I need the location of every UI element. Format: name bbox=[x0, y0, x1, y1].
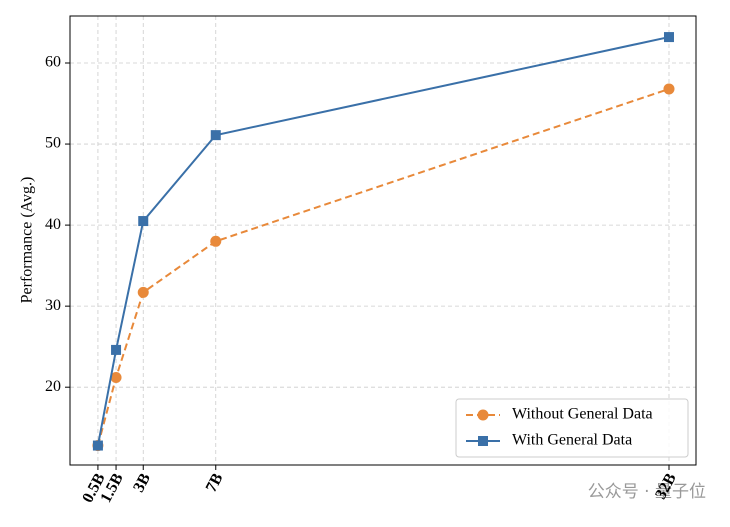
watermark: 公众号 · 量子位 bbox=[588, 482, 706, 502]
legend-label: With General Data bbox=[512, 432, 632, 449]
legend-marker bbox=[478, 436, 488, 446]
series-line bbox=[96, 36, 670, 446]
legend-label: Without General Data bbox=[512, 406, 653, 423]
plot-frame bbox=[69, 15, 697, 466]
y-axis-label: Performance (Avg.) bbox=[19, 177, 36, 304]
x-tick-label: 3B bbox=[130, 470, 154, 495]
marker bbox=[210, 235, 222, 247]
marker bbox=[138, 216, 149, 227]
marker bbox=[110, 371, 122, 383]
x-tick-label: 7B bbox=[203, 470, 227, 495]
y-tick-label: 60 bbox=[45, 54, 61, 71]
marker bbox=[137, 286, 149, 298]
y-tick-label: 30 bbox=[45, 297, 61, 314]
marker bbox=[210, 130, 221, 141]
marker bbox=[663, 32, 674, 43]
legend-marker bbox=[477, 409, 489, 421]
legend-frame bbox=[455, 398, 689, 458]
marker bbox=[663, 83, 675, 95]
series-line bbox=[96, 87, 670, 446]
marker bbox=[111, 344, 122, 355]
y-tick-label: 20 bbox=[45, 378, 61, 395]
y-tick-label: 40 bbox=[45, 216, 61, 233]
y-tick-label: 50 bbox=[45, 135, 61, 152]
marker bbox=[92, 440, 103, 451]
